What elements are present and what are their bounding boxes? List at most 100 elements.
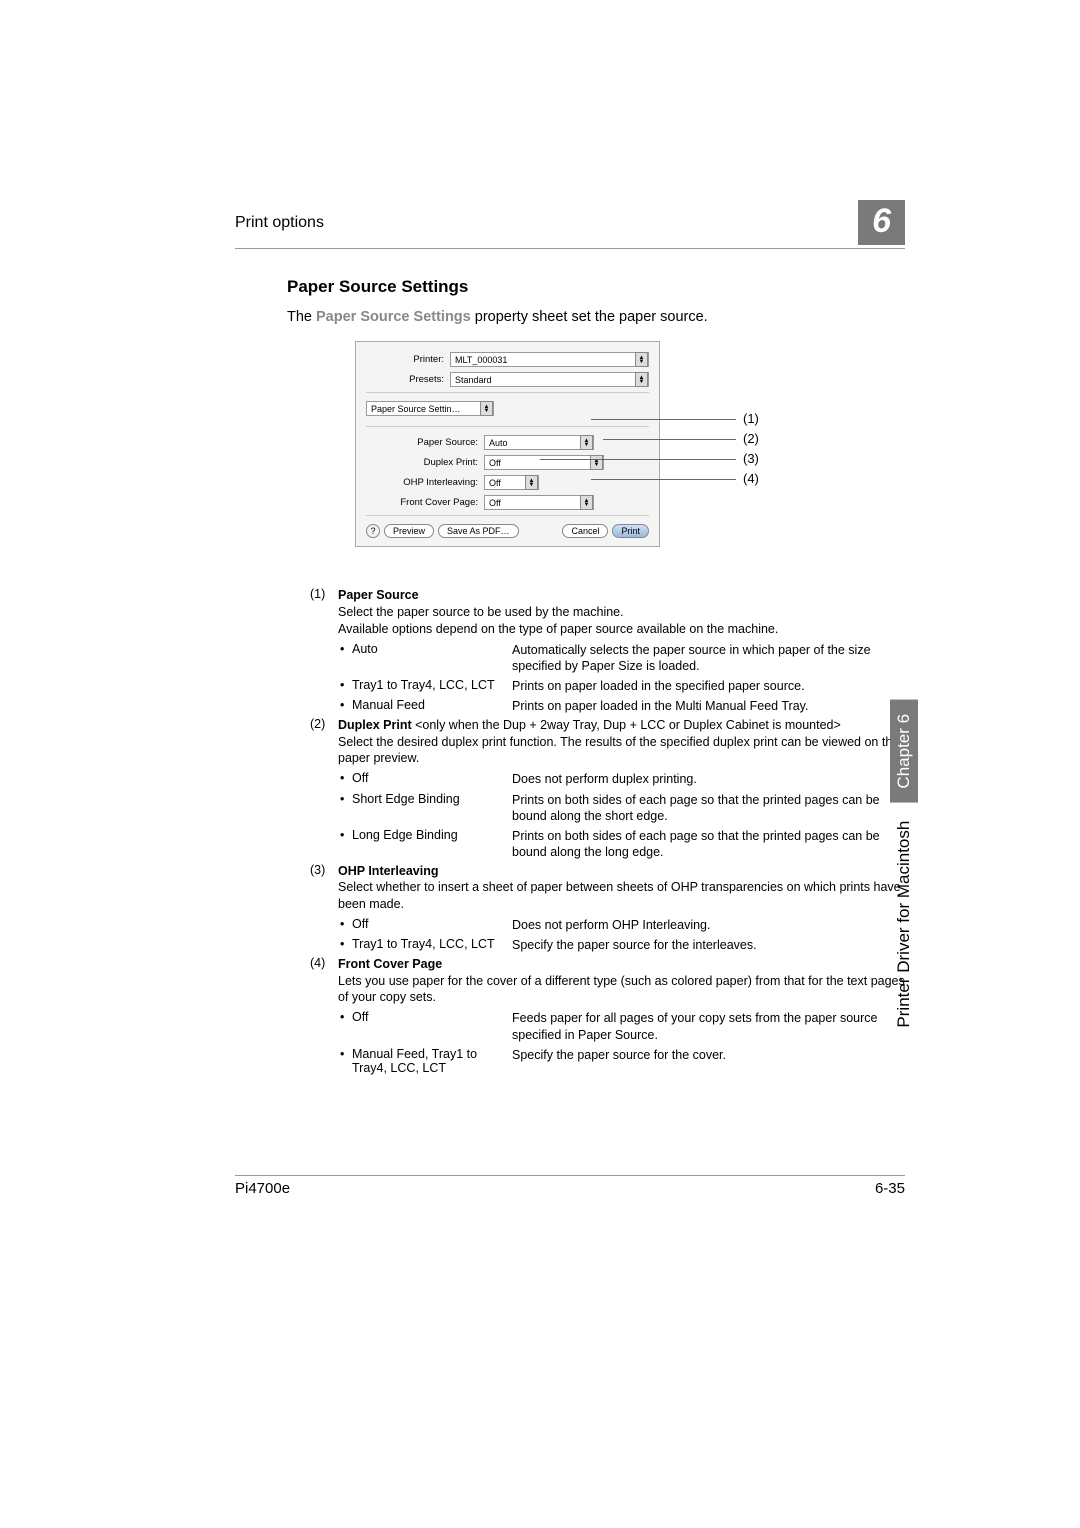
- dropdown-arrow-icon: ▲▼: [480, 401, 493, 416]
- paper-source-value: Auto: [489, 438, 508, 448]
- definition-item: (3)OHP InterleavingSelect whether to ins…: [310, 863, 905, 954]
- presets-label: Presets:: [366, 374, 444, 385]
- pane-value: Paper Source Settin…: [371, 404, 461, 414]
- callout-line: [591, 479, 736, 480]
- callout-2: (2): [743, 431, 759, 446]
- ohp-label: OHP Interleaving:: [386, 477, 478, 488]
- front-cover-select[interactable]: Off ▲▼: [484, 495, 594, 510]
- def-body: Front Cover Page Lets you use paper for t…: [338, 956, 905, 1075]
- divider: [366, 426, 649, 427]
- header-left: Print options: [235, 214, 324, 232]
- bullet-desc: Feeds paper for all pages of your copy s…: [512, 1010, 905, 1043]
- bullet-item: •OffFeeds paper for all pages of your co…: [338, 1010, 905, 1043]
- callout-line: [603, 439, 736, 440]
- bullet-item: •Manual Feed, Tray1 to Tray4, LCC, LCTSp…: [338, 1047, 905, 1075]
- presets-select[interactable]: Standard ▲▼: [450, 372, 649, 387]
- bullet-desc: Automatically selects the paper source i…: [512, 642, 905, 675]
- duplex-value: Off: [489, 458, 501, 468]
- footer-right: 6-35: [875, 1180, 905, 1197]
- save-pdf-button[interactable]: Save As PDF…: [438, 524, 519, 538]
- bullet-desc: Prints on both sides of each page so tha…: [512, 792, 905, 825]
- def-title-suffix: <only when the Dup + 2way Tray, Dup + LC…: [412, 718, 841, 732]
- cancel-button[interactable]: Cancel: [562, 524, 608, 538]
- def-number: (4): [310, 956, 338, 1075]
- bullet-dot-icon: •: [338, 937, 352, 953]
- front-cover-label: Front Cover Page:: [386, 497, 478, 508]
- side-chapter: Chapter 6: [890, 700, 918, 803]
- bullet-term: Tray1 to Tray4, LCC, LCT: [352, 678, 512, 694]
- def-number: (1): [310, 587, 338, 715]
- bullet-term: Tray1 to Tray4, LCC, LCT: [352, 937, 512, 953]
- divider: [366, 392, 649, 393]
- def-title: OHP Interleaving: [338, 864, 439, 878]
- bullet-item: •Tray1 to Tray4, LCC, LCTSpecify the pap…: [338, 937, 905, 953]
- bullet-dot-icon: •: [338, 792, 352, 825]
- def-paragraph: Lets you use paper for the cover of a di…: [338, 973, 905, 1007]
- def-body: OHP InterleavingSelect whether to insert…: [338, 863, 905, 954]
- dropdown-arrow-icon: ▲▼: [590, 455, 603, 470]
- front-cover-value: Off: [489, 498, 501, 508]
- printer-value: MLT_000031: [455, 355, 507, 365]
- duplex-label: Duplex Print:: [386, 457, 478, 468]
- section-title: Paper Source Settings: [287, 277, 905, 297]
- print-button[interactable]: Print: [612, 524, 649, 538]
- bullet-item: •Short Edge BindingPrints on both sides …: [338, 792, 905, 825]
- bullet-desc: Does not perform duplex printing.: [512, 771, 905, 787]
- def-paragraph: Select the desired duplex print function…: [338, 734, 905, 768]
- bullet-item: •OffDoes not perform duplex printing.: [338, 771, 905, 787]
- def-title: Front Cover Page: [338, 957, 442, 971]
- bullet-desc: Specify the paper source for the interle…: [512, 937, 905, 953]
- bullet-term: Off: [352, 771, 512, 787]
- bullet-desc: Does not perform OHP Interleaving.: [512, 917, 905, 933]
- divider: [366, 515, 649, 516]
- callout-line: [540, 459, 736, 460]
- callout-3: (3): [743, 451, 759, 466]
- bullet-term: Auto: [352, 642, 512, 675]
- bullet-item: •Manual FeedPrints on paper loaded in th…: [338, 698, 905, 714]
- bullet-dot-icon: •: [338, 828, 352, 861]
- bullet-desc: Prints on paper loaded in the specified …: [512, 678, 905, 694]
- definition-item: (2)Duplex Print <only when the Dup + 2wa…: [310, 717, 905, 861]
- printer-select[interactable]: MLT_000031 ▲▼: [450, 352, 649, 367]
- intro-prefix: The: [287, 309, 316, 325]
- ohp-select[interactable]: Off ▲▼: [484, 475, 539, 490]
- paper-source-select[interactable]: Auto ▲▼: [484, 435, 594, 450]
- bullet-term: Short Edge Binding: [352, 792, 512, 825]
- def-paragraph: Select the paper source to be used by th…: [338, 604, 905, 621]
- bullet-dot-icon: •: [338, 1010, 352, 1043]
- page-header: Print options 6: [235, 200, 905, 249]
- definition-item: (4)Front Cover Page Lets you use paper fo…: [310, 956, 905, 1075]
- bullet-term: Off: [352, 917, 512, 933]
- callout-line: [591, 419, 736, 420]
- preview-button[interactable]: Preview: [384, 524, 434, 538]
- def-paragraph: Available options depend on the type of …: [338, 621, 905, 638]
- page-footer: Pi4700e 6-35: [235, 1175, 905, 1197]
- help-icon[interactable]: ?: [366, 524, 380, 538]
- bullet-term: Manual Feed, Tray1 to Tray4, LCC, LCT: [352, 1047, 512, 1075]
- bullet-item: •Tray1 to Tray4, LCC, LCTPrints on paper…: [338, 678, 905, 694]
- bullet-dot-icon: •: [338, 1047, 352, 1075]
- bullet-term: Manual Feed: [352, 698, 512, 714]
- def-body: Paper Source Select the paper source to b…: [338, 587, 905, 715]
- paper-source-label: Paper Source:: [386, 437, 478, 448]
- pane-select[interactable]: Paper Source Settin… ▲▼: [366, 401, 494, 416]
- bullet-desc: Prints on both sides of each page so tha…: [512, 828, 905, 861]
- bullet-item: •OffDoes not perform OHP Interleaving.: [338, 917, 905, 933]
- chapter-badge: 6: [858, 200, 905, 245]
- callout-1: (1): [743, 411, 759, 426]
- duplex-select[interactable]: Off ▲▼: [484, 455, 604, 470]
- dropdown-arrow-icon: ▲▼: [635, 372, 648, 387]
- callout-4: (4): [743, 471, 759, 486]
- def-title: Paper Source: [338, 588, 419, 602]
- bullet-term: Long Edge Binding: [352, 828, 512, 861]
- printer-label: Printer:: [366, 354, 444, 365]
- definitions: (1)Paper Source Select the paper source t…: [310, 587, 905, 1075]
- dropdown-arrow-icon: ▲▼: [580, 495, 593, 510]
- side-tab: Printer Driver for Macintosh Chapter 6: [890, 700, 918, 1028]
- side-lower: Printer Driver for Macintosh: [894, 821, 914, 1028]
- definition-item: (1)Paper Source Select the paper source t…: [310, 587, 905, 715]
- dropdown-arrow-icon: ▲▼: [580, 435, 593, 450]
- dialog-screenshot: Printer: MLT_000031 ▲▼ Presets: Standard…: [355, 341, 905, 547]
- bullet-dot-icon: •: [338, 698, 352, 714]
- bullet-desc: Prints on paper loaded in the Multi Manu…: [512, 698, 905, 714]
